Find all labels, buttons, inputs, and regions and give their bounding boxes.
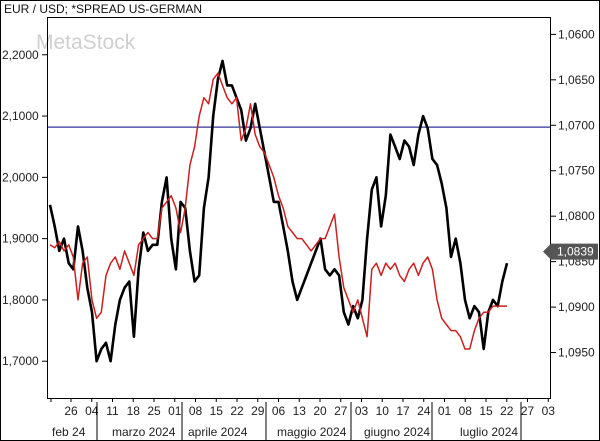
right-tick-label: 1,0950 — [558, 346, 595, 360]
right-tick-label: 1,0750 — [558, 164, 595, 178]
left-tick-label: 1,9000 — [2, 232, 39, 246]
x-tick-label: 11 — [106, 404, 119, 418]
month-label: feb 24 — [52, 425, 86, 439]
x-tick-label: 08 — [189, 404, 203, 418]
month-label: aprile 2024 — [188, 425, 248, 439]
month-label: marzo 2024 — [112, 425, 176, 439]
x-tick-label: 24 — [417, 404, 431, 418]
series-line-red — [49, 72, 507, 350]
left-tick-label: 1,7000 — [2, 354, 39, 368]
last-value-label: 1,0839 — [557, 245, 594, 259]
x-tick-label: 06 — [272, 404, 286, 418]
right-tick-label: 1,0600 — [558, 27, 595, 41]
left-axis: 1,7000 1,8000 1,9000 2,0000 2,1000 2,2000 — [2, 48, 48, 368]
series-line-black — [48, 59, 509, 363]
last-value-tag: 1,0839 — [543, 243, 598, 260]
x-tick-label: 17 — [396, 404, 410, 418]
month-label: luglio 2024 — [460, 425, 518, 439]
x-tick-label: 01 — [168, 404, 182, 418]
x-tick-label: 15 — [479, 404, 493, 418]
x-tick-label: 03 — [542, 404, 556, 418]
x-tick-label: 04 — [85, 404, 99, 418]
x-tick-label: 15 — [210, 404, 224, 418]
x-tick-label: 22 — [230, 404, 244, 418]
right-tick-label: 1,0700 — [558, 118, 595, 132]
watermark-logo: MetaStock — [36, 31, 136, 54]
x-axis: 26 04 11 18 25 01 08 15 22 29 06 13 20 27 03 10 17 24 01 08… — [50, 398, 556, 441]
month-label: maggio 2024 — [277, 425, 347, 439]
x-tick-label: 13 — [293, 404, 307, 418]
chart-title: EUR / USD; *SPREAD US-GERMAN — [4, 2, 202, 16]
right-tick-label: 1,0900 — [558, 300, 595, 314]
x-tick-label: 27 — [334, 404, 348, 418]
x-tick-label: 10 — [376, 404, 390, 418]
x-tick-label: 03 — [355, 404, 369, 418]
left-tick-label: 2,1000 — [2, 109, 39, 123]
month-label: giugno 2024 — [364, 425, 430, 439]
x-tick-label: 26 — [64, 404, 78, 418]
last-value-shape — [543, 243, 598, 260]
series-group — [48, 59, 509, 363]
x-tick-label: 18 — [127, 404, 141, 418]
x-tick-label: 29 — [251, 404, 265, 418]
left-tick-label: 1,8000 — [2, 293, 39, 307]
x-tick-label: 01 — [438, 404, 452, 418]
x-tick-label: 27 — [521, 404, 535, 418]
right-tick-label: 1,0800 — [558, 209, 595, 223]
x-tick-label: 22 — [500, 404, 514, 418]
x-tick-label: 08 — [459, 404, 473, 418]
x-tick-label: 20 — [313, 404, 327, 418]
right-tick-label: 1,0650 — [558, 73, 595, 87]
left-tick-label: 2,2000 — [2, 48, 39, 62]
left-tick-label: 2,0000 — [2, 170, 39, 184]
x-tick-label: 25 — [147, 404, 161, 418]
